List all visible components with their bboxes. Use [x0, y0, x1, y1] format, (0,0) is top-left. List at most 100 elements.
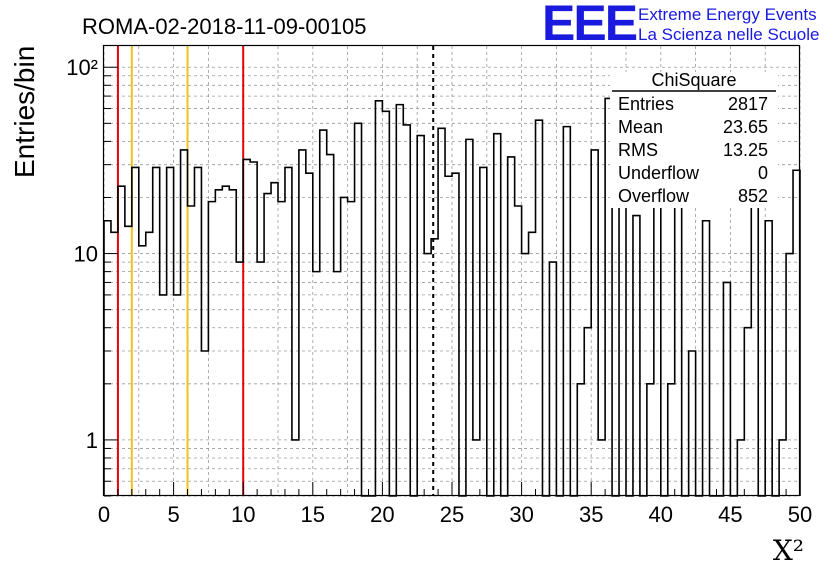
- histogram-bin: [264, 194, 271, 496]
- histogram-bin: [181, 150, 188, 496]
- stats-label-entries: Entries: [618, 94, 674, 114]
- histogram-bin: [549, 262, 556, 496]
- histogram-bin: [285, 167, 292, 496]
- y-tick-label: 10: [74, 242, 98, 267]
- histogram-bin: [577, 384, 584, 496]
- stats-label-mean: Mean: [618, 117, 663, 137]
- histogram-bin: [765, 221, 772, 496]
- y-axis-title: Entries/bin: [9, 46, 40, 178]
- histogram-bin: [375, 101, 382, 496]
- histogram-bin: [480, 167, 487, 496]
- histogram-bin: [382, 111, 389, 496]
- histogram-bin: [236, 262, 243, 496]
- histogram-bin: [508, 157, 515, 496]
- stats-value-rms: 13.25: [723, 140, 768, 160]
- histogram-bin: [431, 239, 438, 496]
- stats-title: ChiSquare: [651, 70, 736, 90]
- x-tick-label: 30: [509, 502, 533, 527]
- histogram-bin: [536, 120, 543, 496]
- eee-logo-mark: EEE: [542, 0, 637, 51]
- x-tick-label: 50: [788, 502, 812, 527]
- histogram-bin: [250, 162, 257, 496]
- histogram-bin: [313, 272, 320, 496]
- histogram-bin: [292, 440, 299, 496]
- histogram-bin: [348, 202, 355, 496]
- histogram-bin: [403, 125, 410, 496]
- histogram-layer: [103, 97, 801, 497]
- histogram-bin: [751, 176, 758, 496]
- histogram-bin: [737, 440, 744, 496]
- histogram-bin: [633, 216, 640, 496]
- stats-value-entries: 2817: [728, 94, 768, 114]
- histogram-bin: [647, 384, 654, 496]
- histogram-bin: [744, 328, 751, 496]
- histogram-bin: [174, 295, 181, 496]
- x-tick-label: 35: [579, 502, 603, 527]
- histogram-bin: [320, 130, 327, 496]
- stats-label-rms: RMS: [618, 140, 658, 160]
- histogram-bin: [229, 190, 236, 496]
- histogram-bin: [668, 384, 675, 496]
- histogram-bin: [438, 128, 445, 496]
- x-tick-label: 5: [167, 502, 179, 527]
- histogram-bin: [723, 282, 730, 496]
- histogram-bin: [522, 254, 529, 496]
- histogram-bin: [355, 123, 362, 496]
- histogram-bin: [619, 167, 626, 496]
- stats-value-underflow: 0: [758, 163, 768, 183]
- chart-title: ROMA-02-2018-11-09-00105: [82, 14, 367, 39]
- histogram-bin: [257, 262, 264, 496]
- histogram-bin: [584, 328, 591, 496]
- y-tick-label: 1: [86, 428, 98, 453]
- histogram-outline: [103, 97, 801, 497]
- histogram-bin: [473, 440, 480, 496]
- logo-line-2: La Scienza nelle Scuole: [638, 25, 819, 44]
- axis-ticks: 0 5 10 15 20 25 30 35 40 45 50 1 10 10²: [66, 55, 812, 527]
- histogram-bin: [299, 150, 306, 496]
- x-tick-label: 45: [718, 502, 742, 527]
- histogram-bin: [563, 127, 570, 496]
- histogram-bin: [139, 246, 146, 496]
- logo-line-1: Extreme Energy Events: [638, 5, 817, 24]
- x-tick-label: 20: [370, 502, 394, 527]
- histogram-bin: [466, 139, 473, 496]
- histogram-bin: [591, 150, 598, 496]
- histogram-bin: [208, 202, 215, 496]
- histogram-bin: [167, 167, 174, 496]
- y-tick-label: 10²: [66, 55, 98, 80]
- stats-box-bg: [610, 72, 778, 208]
- histogram-bin: [146, 232, 153, 496]
- stats-box: ChiSquare Entries 2817 Mean 23.65 RMS 13.25 Un…: [610, 70, 778, 208]
- x-tick-label: 15: [301, 502, 325, 527]
- stats-value-overflow: 852: [738, 186, 768, 206]
- histogram-bin: [417, 136, 424, 496]
- histogram-bin: [341, 197, 348, 496]
- x-tick-label: 0: [98, 502, 110, 527]
- histogram-bin: [494, 134, 501, 496]
- histogram-bin: [118, 186, 125, 496]
- stats-label-underflow: Underflow: [618, 163, 700, 183]
- stats-value-mean: 23.65: [723, 117, 768, 137]
- histogram-bin: [188, 206, 195, 496]
- histogram-bin: [271, 183, 278, 496]
- reference-lines: [116, 46, 435, 496]
- histogram-bin: [278, 202, 285, 496]
- histogram-bin: [125, 226, 132, 496]
- histogram-bin: [194, 167, 201, 496]
- histogram-bin: [215, 190, 222, 496]
- histogram-bin: [334, 272, 341, 496]
- x-tick-label: 40: [649, 502, 673, 527]
- histogram-bin: [786, 254, 793, 496]
- histogram-bin: [598, 440, 605, 496]
- histogram-bin: [424, 254, 431, 496]
- histogram-bin: [243, 159, 250, 496]
- x-tick-label: 10: [231, 502, 255, 527]
- histogram-bin: [515, 206, 522, 496]
- histogram-bin: [703, 221, 710, 496]
- histogram-bin: [160, 295, 167, 496]
- stats-label-overflow: Overflow: [618, 186, 690, 206]
- histogram-bin: [327, 155, 334, 496]
- histogram-bin: [689, 351, 696, 496]
- histogram-bin: [222, 186, 229, 496]
